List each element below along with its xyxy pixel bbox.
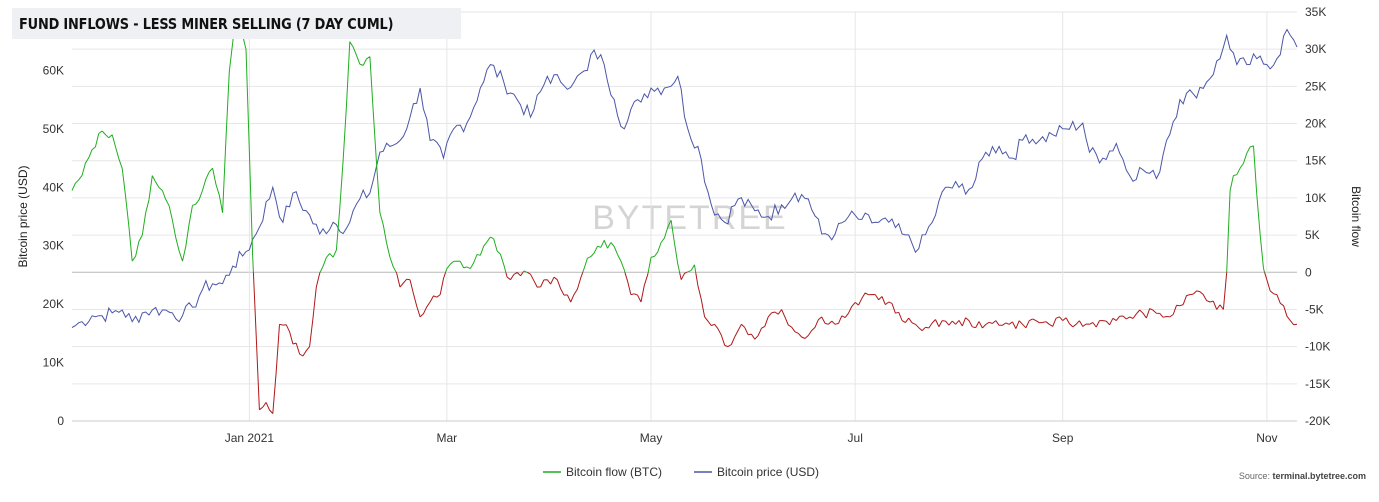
chart-title-box: FUND INFLOWS - LESS MINER SELLING (7 DAY… — [12, 8, 462, 39]
x-tick-label: Jan 2021 — [225, 431, 275, 445]
y-right-tick-label: 0 — [1305, 265, 1312, 279]
chart-title: FUND INFLOWS - LESS MINER SELLING (7 DAY… — [19, 14, 394, 33]
y-right-tick-label: 35K — [1305, 5, 1326, 19]
y-right-tick-label: 15K — [1305, 154, 1326, 168]
x-tick-label: Sep — [1052, 431, 1074, 445]
y-right-tick-label: 10K — [1305, 191, 1326, 205]
y-right-tick-label: -10K — [1305, 340, 1330, 354]
y-axis-left-title: Bitcoin price (USD) — [16, 165, 30, 267]
y-axis-right-title: Bitcoin flow — [1349, 186, 1363, 247]
y-left-tick-label: 50K — [43, 122, 64, 136]
y-left-tick-label: 10K — [43, 356, 64, 370]
flow-series-positive-line — [71, 11, 1266, 273]
legend-label[interactable]: Bitcoin price (USD) — [717, 465, 819, 479]
y-right-tick-label: 30K — [1305, 42, 1326, 56]
y-right-tick-label: -5K — [1305, 302, 1324, 316]
watermark-text: BYTETREE — [592, 199, 787, 237]
x-tick-label: May — [640, 431, 663, 445]
x-tick-label: Mar — [437, 431, 458, 445]
y-right-tick-label: 20K — [1305, 117, 1326, 131]
y-right-tick-label: 25K — [1305, 79, 1326, 93]
chart-series — [71, 11, 1298, 414]
y-right-tick-label: -15K — [1305, 377, 1330, 391]
x-tick-label: Nov — [1256, 431, 1277, 445]
x-axis: Jan 2021 Mar May Jul Sep Nov — [72, 420, 1297, 445]
y-left-tick-label: 0 — [57, 414, 64, 428]
y-left-tick-label: 30K — [43, 239, 64, 253]
y-left-tick-label: 20K — [43, 297, 64, 311]
y-right-tick-label: 5K — [1305, 228, 1320, 242]
y-left-tick-label: 40K — [43, 180, 64, 194]
y-axis-right: -20K -15K -10K -5K 0 5K 10K 15K 20K 25K 30K 35K — [1305, 5, 1330, 428]
x-tick-label: Jul — [848, 431, 863, 445]
legend-label[interactable]: Bitcoin flow (BTC) — [566, 465, 662, 479]
y-axis-left: 0 10K 20K 30K 40K 50K 60K — [43, 63, 65, 428]
y-right-tick-label: -20K — [1305, 414, 1330, 428]
source-prefix: Source: — [1239, 471, 1273, 481]
legend: Bitcoin flow (BTC) Bitcoin price (USD) — [543, 465, 819, 479]
price-series-line — [71, 28, 1298, 328]
source-note: Source: terminal.bytetree.com — [1239, 471, 1366, 481]
source-site: terminal.bytetree.com — [1272, 471, 1366, 481]
y-left-tick-label: 60K — [43, 63, 64, 77]
flow-series-negative-line — [252, 271, 1298, 414]
